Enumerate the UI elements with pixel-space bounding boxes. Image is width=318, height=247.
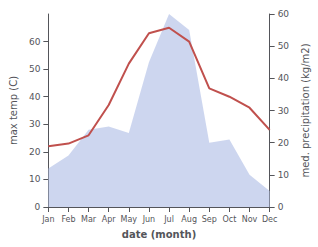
svg-text:50: 50 xyxy=(29,64,41,74)
svg-text:max temp (C): max temp (C) xyxy=(8,76,19,145)
svg-text:Nov: Nov xyxy=(242,215,258,224)
svg-text:30: 30 xyxy=(29,119,41,129)
svg-text:30: 30 xyxy=(278,106,290,116)
svg-text:Feb: Feb xyxy=(61,215,75,224)
svg-text:10: 10 xyxy=(278,170,290,180)
svg-text:Aug: Aug xyxy=(181,215,197,224)
svg-text:med. precipitation (kg/m2): med. precipitation (kg/m2) xyxy=(300,43,311,177)
svg-text:Oct: Oct xyxy=(222,215,236,224)
svg-text:Jan: Jan xyxy=(41,215,54,224)
svg-text:60: 60 xyxy=(29,37,41,47)
svg-text:Sep: Sep xyxy=(202,215,217,224)
svg-text:10: 10 xyxy=(29,174,41,184)
svg-text:40: 40 xyxy=(29,92,41,102)
svg-text:May: May xyxy=(121,215,138,224)
svg-text:50: 50 xyxy=(278,41,290,51)
svg-text:40: 40 xyxy=(278,73,290,83)
svg-text:Apr: Apr xyxy=(102,215,117,224)
svg-text:Jul: Jul xyxy=(163,215,174,224)
svg-text:Mar: Mar xyxy=(81,215,97,224)
svg-text:60: 60 xyxy=(278,9,290,19)
svg-text:0: 0 xyxy=(278,202,284,212)
svg-text:0: 0 xyxy=(35,202,41,212)
svg-text:date (month): date (month) xyxy=(122,229,196,240)
svg-text:20: 20 xyxy=(29,147,41,157)
svg-text:Jun: Jun xyxy=(142,215,156,224)
svg-text:20: 20 xyxy=(278,138,290,148)
svg-text:Dec: Dec xyxy=(262,215,277,224)
